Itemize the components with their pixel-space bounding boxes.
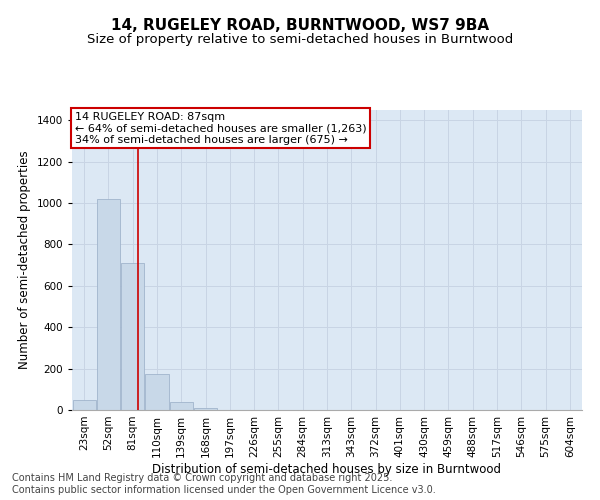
Bar: [97, 199, 120, 410]
X-axis label: Distribution of semi-detached houses by size in Burntwood: Distribution of semi-detached houses by …: [152, 462, 502, 475]
Bar: [73, 400, 95, 410]
Text: Size of property relative to semi-detached houses in Burntwood: Size of property relative to semi-detach…: [87, 32, 513, 46]
Text: 14 RUGELEY ROAD: 87sqm
← 64% of semi-detached houses are smaller (1,263)
34% of : 14 RUGELEY ROAD: 87sqm ← 64% of semi-det…: [74, 112, 366, 144]
Bar: [121, 263, 144, 410]
Text: 14, RUGELEY ROAD, BURNTWOOD, WS7 9BA: 14, RUGELEY ROAD, BURNTWOOD, WS7 9BA: [111, 18, 489, 32]
Text: Contains HM Land Registry data © Crown copyright and database right 2025.
Contai: Contains HM Land Registry data © Crown c…: [12, 474, 436, 495]
Bar: [145, 374, 169, 410]
Y-axis label: Number of semi-detached properties: Number of semi-detached properties: [18, 150, 31, 370]
Bar: [170, 402, 193, 410]
Bar: [194, 408, 217, 410]
